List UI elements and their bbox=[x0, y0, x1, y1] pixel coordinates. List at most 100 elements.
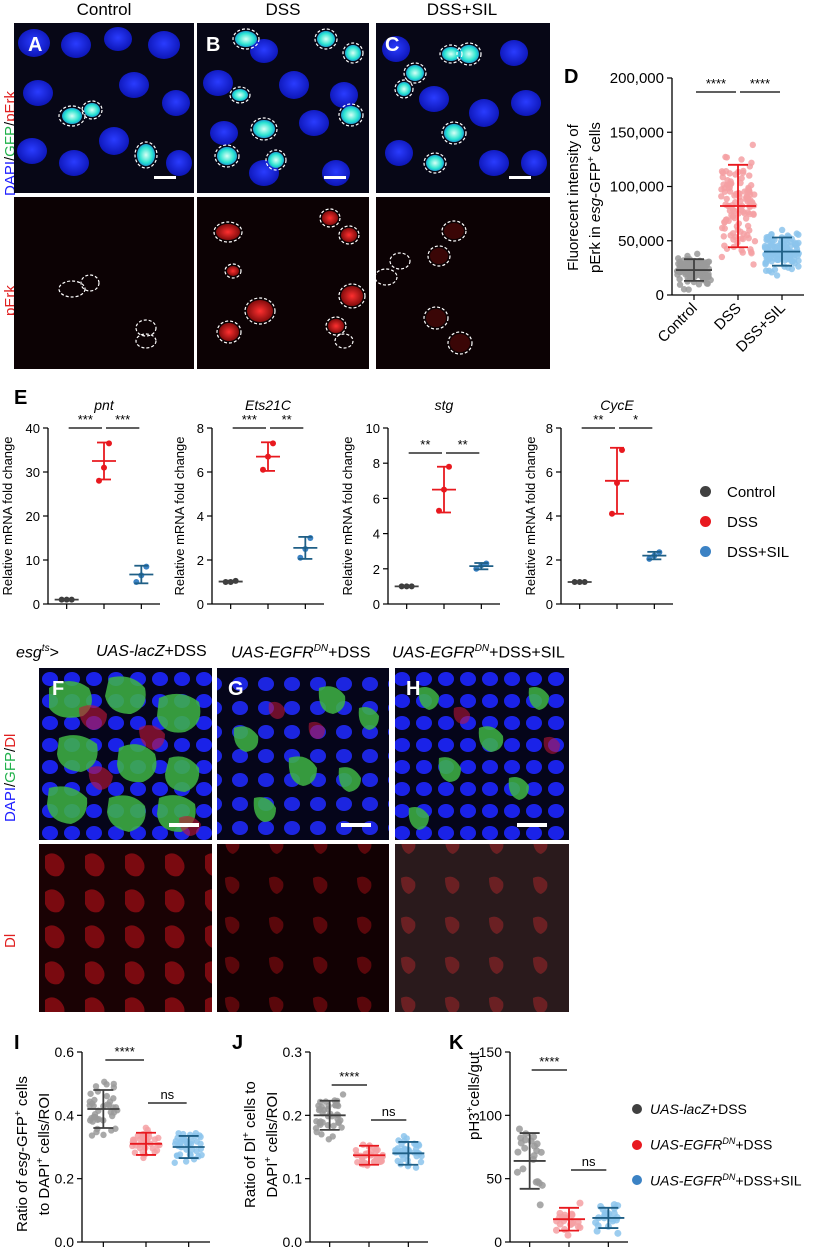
data-point bbox=[614, 1229, 622, 1237]
chart-title: CycE bbox=[600, 398, 634, 413]
y-tick-label: 0.0 bbox=[55, 1234, 75, 1249]
data-point bbox=[748, 159, 755, 166]
data-point bbox=[742, 215, 750, 222]
data-point bbox=[731, 207, 738, 215]
data-point bbox=[313, 1128, 320, 1136]
chart-e-pnt: 0 10 20 30 40 *** ***pnt Relative mRNA fold cha… bbox=[0, 398, 160, 612]
panel-letter-d: D bbox=[564, 66, 579, 88]
data-point bbox=[740, 167, 747, 175]
data-point bbox=[750, 191, 758, 198]
chart-d: 0 50,000 100,000 150,000 200,000 **** **** Cont… bbox=[610, 70, 804, 356]
y-axis-label: Relative mRNA fold change bbox=[340, 437, 355, 596]
micrograph-grid-top bbox=[14, 23, 550, 369]
data-point bbox=[574, 1223, 582, 1231]
y-tick-label: 4 bbox=[197, 509, 204, 524]
data-point bbox=[746, 227, 753, 234]
y-tick-label: 2 bbox=[546, 553, 553, 568]
y-tick-label: 0.6 bbox=[55, 1044, 75, 1060]
significance-label: ** bbox=[282, 412, 292, 427]
data-point bbox=[774, 256, 782, 264]
significance-label: **** bbox=[339, 1069, 359, 1084]
y-tick-label: 0.0 bbox=[283, 1234, 303, 1249]
data-point bbox=[88, 1132, 96, 1139]
data-point bbox=[100, 1131, 107, 1139]
y-tick-label: 4 bbox=[546, 509, 553, 524]
data-point bbox=[737, 206, 745, 214]
stain-label-row4: Dl bbox=[2, 933, 19, 948]
y-tick-label: 0.2 bbox=[283, 1107, 303, 1123]
data-point bbox=[719, 173, 726, 181]
y-tick-label: 2 bbox=[197, 553, 204, 568]
data-point bbox=[519, 1165, 527, 1173]
data-point bbox=[521, 1144, 529, 1152]
y-tick-label: 100,000 bbox=[610, 179, 664, 196]
data-point bbox=[339, 1091, 347, 1098]
y-tick-label: 50 bbox=[486, 1171, 502, 1187]
data-point bbox=[392, 1149, 399, 1156]
data-point bbox=[784, 245, 791, 252]
data-point bbox=[359, 1141, 367, 1148]
y-axis-label: Relative mRNA fold change bbox=[523, 437, 538, 596]
data-point bbox=[136, 1136, 144, 1143]
data-point bbox=[744, 188, 751, 195]
genotype-header-egfr-dn-sil: UAS-EGFRDN+DSS+SIL bbox=[392, 643, 565, 662]
data-point bbox=[718, 193, 725, 200]
data-point bbox=[738, 156, 745, 163]
data-point bbox=[694, 259, 701, 267]
data-point bbox=[316, 1120, 323, 1127]
data-point bbox=[330, 1122, 337, 1130]
data-point bbox=[674, 271, 681, 278]
panel-letter-g: G bbox=[228, 678, 244, 700]
x-tick-label: Control bbox=[655, 300, 701, 346]
data-point bbox=[537, 1148, 545, 1156]
y-tick-label: 4 bbox=[373, 527, 380, 542]
data-point bbox=[331, 1102, 339, 1109]
y-tick-label: 6 bbox=[197, 465, 204, 480]
data-point bbox=[530, 1133, 538, 1141]
data-point bbox=[188, 1137, 195, 1145]
chart-d-ylabel: Fluorecent intensity of pErk in esg-GFP+… bbox=[565, 122, 604, 273]
x-tick-label: DSS+SIL bbox=[733, 300, 789, 356]
data-point bbox=[746, 172, 753, 179]
data-point bbox=[727, 232, 734, 239]
data-point bbox=[417, 1158, 425, 1166]
y-axis-label: Relative mRNA fold change bbox=[0, 437, 15, 596]
data-point bbox=[86, 1098, 94, 1105]
chart-title: stg bbox=[435, 398, 454, 413]
panel-a-perk-image bbox=[14, 197, 194, 369]
data-point bbox=[564, 1231, 572, 1239]
data-point bbox=[795, 263, 802, 270]
legend-k-item-lacz: UAS-lacZ+DSS bbox=[632, 1093, 802, 1125]
data-point bbox=[791, 251, 799, 258]
y-tick-label: 0.3 bbox=[283, 1044, 303, 1060]
legend-e: Control DSS DSS+SIL bbox=[700, 478, 789, 568]
data-point bbox=[763, 252, 771, 260]
y-tick-label: 0 bbox=[197, 597, 204, 612]
data-point bbox=[403, 1135, 410, 1142]
data-point bbox=[106, 1098, 114, 1105]
data-point bbox=[329, 1133, 336, 1140]
legend-k: UAS-lacZ+DSS UAS-EGFRDN+DSS UAS-EGFRDN+D… bbox=[632, 1093, 802, 1196]
panel-letter-f: F bbox=[52, 678, 65, 700]
data-point bbox=[737, 179, 744, 187]
y-tick-label: 0.4 bbox=[55, 1107, 75, 1123]
data-point bbox=[533, 1140, 541, 1148]
data-point bbox=[103, 1092, 111, 1100]
legend-e-item-control: Control bbox=[700, 478, 789, 508]
panel-letter-c: C bbox=[385, 34, 400, 56]
legend-e-item-dss-sil: DSS+SIL bbox=[700, 538, 789, 568]
data-point bbox=[773, 272, 781, 279]
data-point bbox=[738, 235, 745, 242]
data-point bbox=[352, 1146, 360, 1154]
data-point bbox=[87, 1090, 94, 1097]
significance-label: **** bbox=[115, 1044, 135, 1059]
data-point bbox=[521, 1136, 529, 1144]
data-point bbox=[568, 1210, 576, 1218]
y-tick-label: 6 bbox=[373, 491, 380, 506]
data-point bbox=[535, 1179, 543, 1187]
data-point bbox=[193, 1138, 201, 1145]
significance-label: ** bbox=[593, 412, 603, 427]
chart-title: pnt bbox=[93, 398, 115, 413]
data-point bbox=[418, 1152, 425, 1160]
